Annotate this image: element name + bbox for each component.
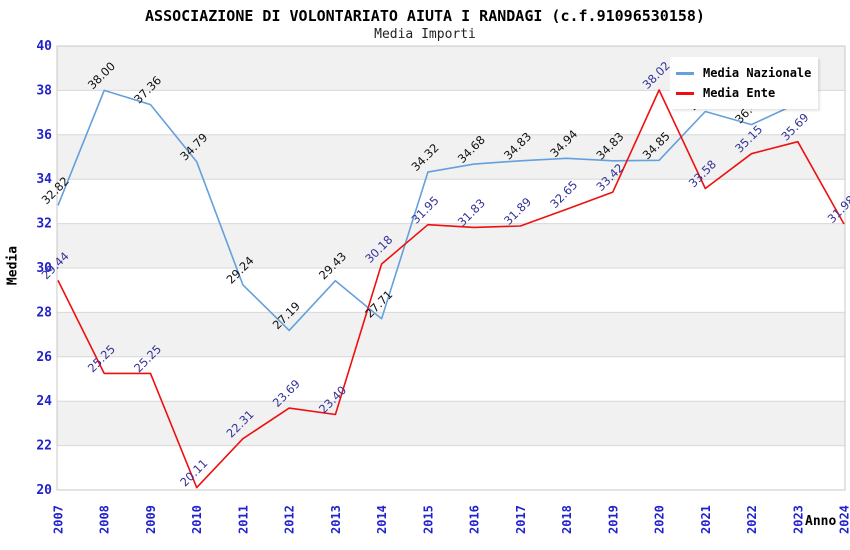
x-tick-label: 2015: [421, 505, 435, 534]
plot-band: [57, 445, 845, 490]
chart-subtitle: Media Importi: [374, 27, 476, 42]
y-tick-label: 20: [36, 483, 52, 498]
y-tick-label: 30: [36, 261, 52, 276]
plot-border: [56, 45, 846, 491]
x-tick-label: 2009: [144, 505, 158, 534]
legend-item-media-nazionale: Media Nazionale: [676, 63, 818, 83]
legend-swatch-red-icon: [676, 91, 694, 95]
x-tick-label: 2018: [560, 505, 574, 534]
y-tick-label: 34: [36, 172, 52, 187]
y-tick-label: 24: [36, 394, 52, 409]
x-tick-label: 2008: [98, 505, 112, 534]
series-line-media-nazionale: [57, 89, 799, 332]
x-axis-title: Anno: [805, 514, 837, 529]
plot-band: [57, 223, 845, 268]
plot-band: [57, 401, 845, 446]
plot-band: [57, 134, 845, 180]
plot-band: [57, 356, 845, 402]
x-tick-label: 2022: [745, 505, 759, 534]
x-tick-label: 2014: [375, 505, 389, 534]
legend-item-media-ente: Media Ente: [676, 83, 818, 103]
x-tick-label: 2023: [791, 505, 805, 534]
legend-label: Media Nazionale: [703, 66, 812, 80]
x-tick-label: 2017: [514, 505, 528, 534]
x-tick-label: 2011: [236, 505, 250, 534]
y-axis-ticks: 40 38 36 34 32 30 28 26 24 22 20: [36, 39, 52, 498]
chart-title: ASSOCIAZIONE DI VOLONTARIATO AIUTA I RAN…: [145, 7, 705, 25]
plot-band: [57, 312, 845, 357]
x-axis-ticks: 2007 2008 2009 2010 2011 2012 2013 2014 2015 2016…: [52, 505, 850, 534]
plot-band: [57, 179, 845, 224]
x-tick-label: 2021: [699, 505, 713, 534]
legend-swatch-blue-icon: [676, 71, 694, 75]
series-line-media-ente: [57, 89, 845, 489]
x-tick-label: 2024: [838, 505, 850, 534]
y-tick-label: 22: [36, 439, 52, 454]
legend: Media Nazionale Media Ente: [670, 57, 818, 109]
y-axis-title: Media: [5, 245, 21, 286]
x-tick-label: 2012: [283, 505, 297, 534]
plot-band: [57, 268, 845, 313]
x-tick-label: 2016: [468, 505, 482, 534]
x-tick-label: 2007: [52, 505, 66, 534]
y-tick-label: 38: [36, 83, 52, 98]
y-tick-label: 26: [36, 350, 52, 365]
y-tick-label: 36: [36, 128, 52, 143]
x-tick-label: 2019: [606, 505, 620, 534]
y-tick-label: 28: [36, 305, 52, 320]
x-tick-label: 2010: [190, 505, 204, 534]
x-tick-label: 2020: [653, 505, 667, 534]
y-tick-label: 40: [36, 39, 52, 54]
y-tick-label: 32: [36, 217, 52, 232]
legend-label: Media Ente: [703, 86, 776, 100]
x-tick-label: 2013: [329, 505, 343, 534]
